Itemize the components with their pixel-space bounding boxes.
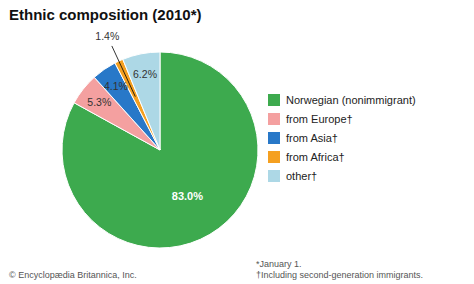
legend-label: from Asia† [286, 132, 338, 144]
slice [123, 52, 160, 150]
legend: Norwegian (nonimmigrant) from Europe† from… [268, 94, 416, 182]
background [0, 0, 474, 284]
data-label: 6.2% [133, 68, 157, 80]
pie [62, 52, 258, 248]
title: Ethnic composition (2010*) [9, 6, 202, 23]
data-label: 83.0% [172, 190, 203, 202]
legend-swatch [268, 151, 280, 163]
data-labels: 83.0% 5.3% 4.1% 1.4% 6.2% [87, 30, 203, 202]
legend-swatch [268, 113, 280, 125]
legend-label: from Europe† [286, 113, 353, 125]
data-label: 1.4% [95, 30, 119, 42]
legend-swatch [268, 94, 280, 106]
legend-label: other† [286, 170, 317, 182]
legend-swatch [268, 132, 280, 144]
legend-swatch [268, 170, 280, 182]
leader-line [112, 46, 135, 97]
data-label: 4.1% [104, 80, 128, 92]
slice [62, 52, 258, 248]
legend-label: Norwegian (nonimmigrant) [286, 94, 416, 106]
footnote: *January 1. [256, 259, 302, 269]
data-label: 5.3% [87, 96, 111, 108]
legend-label: from Africa† [286, 151, 345, 163]
footnote: © Encyclopædia Britannica, Inc. [9, 270, 137, 280]
footnotes: © Encyclopædia Britannica, Inc. *January … [9, 259, 423, 280]
footnote: †Including second-generation immigrants. [256, 270, 423, 280]
chart: Ethnic composition (2010*) 83.0% 5.3% 4.1% 1… [0, 0, 474, 284]
